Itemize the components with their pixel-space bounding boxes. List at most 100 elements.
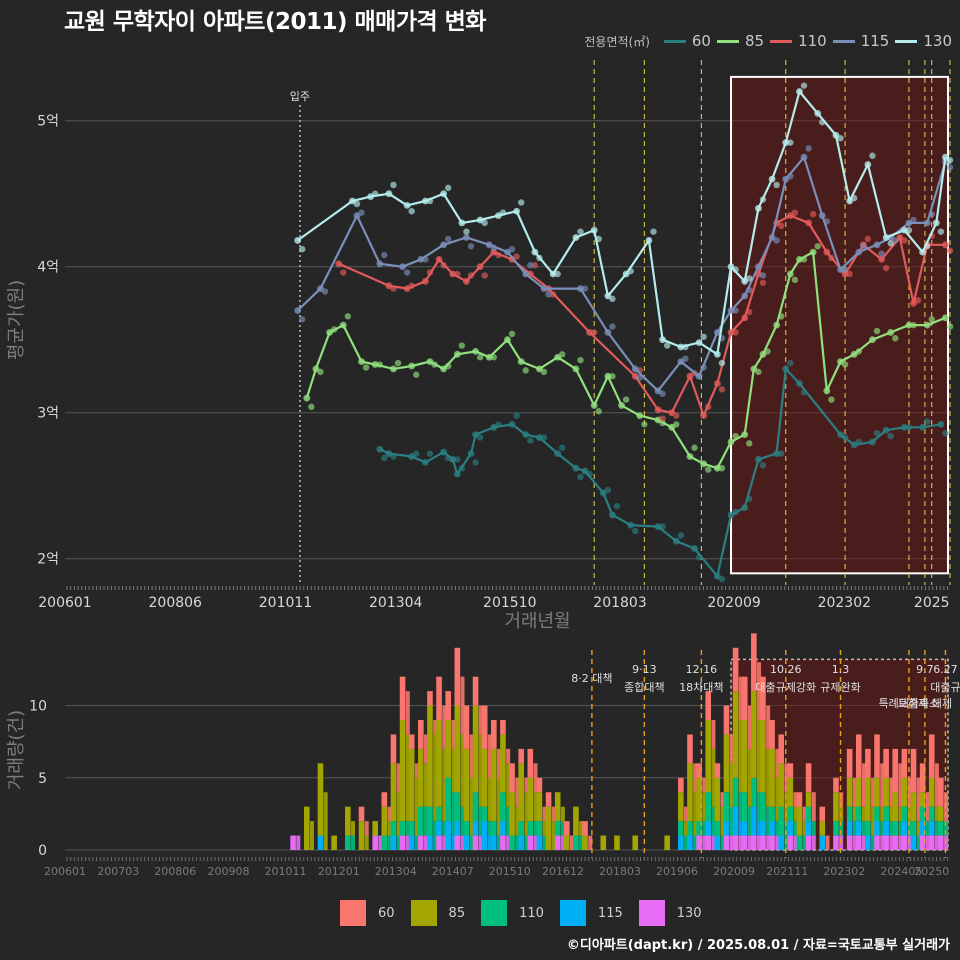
volume-bar-130 bbox=[741, 835, 748, 850]
point-60 bbox=[449, 456, 457, 463]
point-60 bbox=[773, 450, 781, 457]
volume-bar-130 bbox=[436, 835, 442, 850]
point-85 bbox=[892, 335, 899, 342]
volume-bar-115 bbox=[751, 806, 757, 836]
volume-bar-85 bbox=[472, 705, 479, 793]
volume-bar-60 bbox=[796, 792, 803, 807]
point-60 bbox=[453, 470, 461, 478]
point-130 bbox=[937, 228, 945, 235]
volume-bar-60 bbox=[509, 763, 515, 793]
volume-bar-85 bbox=[372, 821, 379, 836]
point-130 bbox=[677, 343, 685, 351]
volume-bar-60 bbox=[696, 763, 702, 778]
volume-bar-130 bbox=[889, 835, 894, 850]
volume-bar-60 bbox=[582, 821, 588, 836]
point-130 bbox=[882, 234, 890, 241]
volume-bar-85 bbox=[769, 748, 775, 807]
volume-bar-110 bbox=[518, 821, 524, 836]
volume-bar-115 bbox=[805, 821, 812, 836]
point-85 bbox=[809, 248, 817, 256]
point-130 bbox=[787, 139, 794, 146]
volume-bar-130 bbox=[506, 835, 511, 850]
volume-bar-60 bbox=[427, 691, 433, 706]
volume-bar-85 bbox=[819, 821, 826, 836]
volume-bar-60 bbox=[515, 777, 520, 807]
point-115 bbox=[800, 153, 808, 161]
volume-bar-85 bbox=[751, 691, 757, 778]
point-60 bbox=[778, 450, 785, 457]
volume-bar-110 bbox=[839, 821, 844, 836]
volume-bar-130 bbox=[472, 835, 479, 850]
volume-bar-130 bbox=[705, 835, 712, 850]
volume-bar-130 bbox=[533, 835, 538, 850]
legend-item-110: 110 bbox=[770, 32, 827, 50]
volume-bar-85 bbox=[533, 792, 538, 822]
volume-bar-110 bbox=[769, 806, 775, 822]
volume-bar-110 bbox=[846, 806, 853, 822]
point-60 bbox=[672, 537, 680, 545]
point-60 bbox=[691, 545, 698, 552]
volume-bar-60 bbox=[451, 720, 456, 749]
point-85 bbox=[339, 321, 347, 329]
volume-bar-110 bbox=[916, 835, 921, 850]
bar-x-tick-label: 202405 bbox=[880, 865, 922, 878]
point-115 bbox=[732, 307, 739, 314]
point-110 bbox=[659, 415, 666, 422]
volume-bar-130 bbox=[787, 835, 794, 850]
point-85 bbox=[444, 362, 452, 370]
point-60 bbox=[467, 450, 475, 457]
volume-bar-130 bbox=[811, 835, 816, 850]
point-60 bbox=[873, 429, 881, 437]
volume-bar-85 bbox=[536, 792, 543, 822]
volume-bar-60 bbox=[811, 792, 816, 822]
bar-x-tick-label: 201612 bbox=[542, 865, 584, 878]
point-85 bbox=[705, 466, 712, 473]
point-115 bbox=[299, 316, 306, 323]
volume-bar-60 bbox=[481, 705, 488, 749]
volume-bar-110 bbox=[497, 835, 502, 850]
volume-bar-60 bbox=[892, 748, 899, 793]
event-name-label: 대출규 bbox=[930, 681, 960, 694]
point-130 bbox=[919, 248, 927, 256]
point-60 bbox=[759, 462, 767, 469]
volume-bar-115 bbox=[390, 835, 397, 850]
volume-bar-85 bbox=[545, 806, 552, 850]
volume-bar-85 bbox=[880, 806, 885, 822]
point-60 bbox=[887, 432, 894, 440]
point-130 bbox=[768, 175, 776, 183]
point-110 bbox=[700, 412, 708, 420]
volume-bar-60 bbox=[723, 705, 730, 735]
point-60 bbox=[426, 450, 434, 457]
volume-bar-110 bbox=[491, 821, 497, 836]
volume-bar-60 bbox=[551, 806, 556, 822]
point-60 bbox=[654, 523, 662, 530]
point-60 bbox=[937, 420, 945, 428]
volume-bar-130 bbox=[711, 835, 716, 850]
volume-bar-110 bbox=[793, 821, 798, 836]
point-60 bbox=[522, 431, 530, 439]
volume-bar-130 bbox=[696, 835, 702, 850]
point-85 bbox=[344, 313, 352, 320]
point-130 bbox=[421, 197, 429, 205]
volume-bar-85 bbox=[729, 763, 734, 807]
point-60 bbox=[855, 438, 862, 446]
volume-bar-85 bbox=[405, 734, 410, 822]
y-tick-label: 3억 bbox=[37, 406, 59, 422]
point-130 bbox=[554, 270, 561, 278]
volume-bar-85 bbox=[714, 777, 721, 822]
volume-bar-60 bbox=[491, 720, 497, 749]
volume-bar-85 bbox=[919, 792, 926, 807]
volume-bar-110 bbox=[747, 806, 752, 836]
point-130 bbox=[650, 228, 657, 235]
volume-bar-85 bbox=[527, 777, 534, 822]
volume-bar-110 bbox=[481, 806, 488, 822]
point-110 bbox=[805, 219, 812, 227]
point-85 bbox=[910, 321, 917, 329]
volume-bar-60 bbox=[901, 748, 908, 778]
bar-x-tick-label: 200806 bbox=[154, 865, 196, 878]
volume-bar-130 bbox=[833, 835, 839, 850]
point-130 bbox=[481, 219, 488, 227]
point-130 bbox=[900, 226, 908, 234]
volume-bar-85 bbox=[687, 763, 693, 822]
volume-bar-115 bbox=[714, 835, 721, 850]
